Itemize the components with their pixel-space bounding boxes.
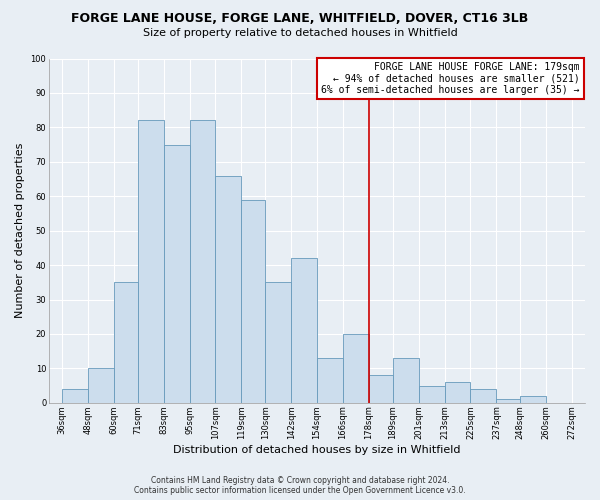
Text: FORGE LANE HOUSE FORGE LANE: 179sqm
← 94% of detached houses are smaller (521)
6: FORGE LANE HOUSE FORGE LANE: 179sqm ← 94… <box>321 62 580 95</box>
Text: Size of property relative to detached houses in Whitfield: Size of property relative to detached ho… <box>143 28 457 38</box>
Bar <box>392 358 419 403</box>
Bar <box>496 400 520 403</box>
Bar <box>215 176 241 403</box>
Bar <box>137 120 164 403</box>
Bar <box>241 200 265 403</box>
Y-axis label: Number of detached properties: Number of detached properties <box>15 143 25 318</box>
Bar <box>470 389 496 403</box>
Bar <box>88 368 114 403</box>
Bar <box>265 282 291 403</box>
Bar <box>291 258 317 403</box>
Bar <box>369 375 392 403</box>
Bar <box>62 389 88 403</box>
Bar <box>190 120 215 403</box>
Bar <box>164 144 190 403</box>
Bar <box>317 358 343 403</box>
Text: Contains HM Land Registry data © Crown copyright and database right 2024.
Contai: Contains HM Land Registry data © Crown c… <box>134 476 466 495</box>
X-axis label: Distribution of detached houses by size in Whitfield: Distribution of detached houses by size … <box>173 445 461 455</box>
Bar <box>445 382 470 403</box>
Bar <box>114 282 137 403</box>
Text: FORGE LANE HOUSE, FORGE LANE, WHITFIELD, DOVER, CT16 3LB: FORGE LANE HOUSE, FORGE LANE, WHITFIELD,… <box>71 12 529 26</box>
Bar <box>343 334 369 403</box>
Bar <box>520 396 546 403</box>
Bar <box>419 386 445 403</box>
